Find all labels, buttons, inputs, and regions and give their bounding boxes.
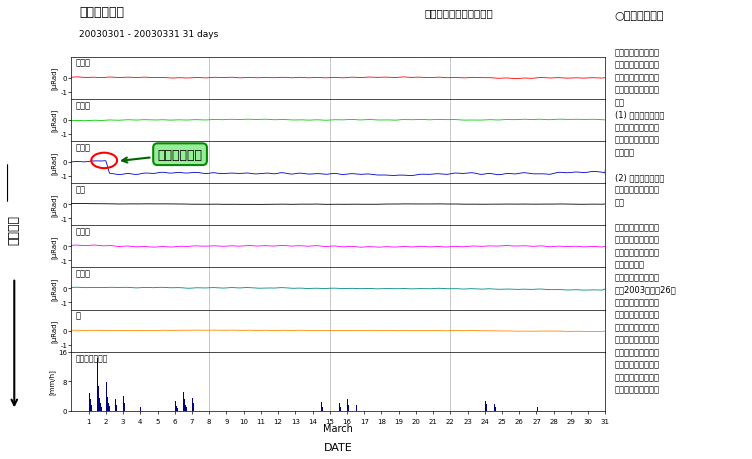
Text: 湖　尻: 湖 尻 (76, 143, 91, 152)
Y-axis label: [μRad]: [μRad] (50, 67, 57, 90)
Y-axis label: [μRad]: [μRad] (50, 193, 57, 216)
Text: 駒ヶ岳: 駒ヶ岳 (76, 101, 91, 110)
Y-axis label: [μRad]: [μRad] (50, 109, 57, 132)
Y-axis label: [mm/h]: [mm/h] (49, 369, 56, 394)
Text: 湊　本　雨　量: 湊 本 雨 量 (76, 354, 108, 363)
Text: 寄: 寄 (76, 311, 80, 320)
Y-axis label: [μRad]: [μRad] (50, 319, 57, 342)
Text: 20030301 - 20030331 31 days: 20030301 - 20030331 31 days (79, 30, 218, 39)
Text: 神奈川県温泉地学研究所: 神奈川県温泉地学研究所 (425, 8, 493, 18)
Text: 塔の峰: 塔の峰 (76, 269, 91, 278)
Text: 岩　倉: 岩 倉 (76, 59, 91, 67)
Text: 傾斜ステップ: 傾斜ステップ (122, 148, 202, 163)
Text: 裾　野: 裾 野 (76, 227, 91, 236)
Y-axis label: [μRad]: [μRad] (50, 235, 57, 258)
Y-axis label: [μRad]: [μRad] (50, 151, 57, 174)
Text: DATE: DATE (324, 442, 353, 452)
Text: 小塚: 小塚 (76, 185, 86, 194)
Text: 傾斜計には、ときど
き階段状のステップ
が記録されることが
ある。この原因とし
て、
(1) 有感地震による
センサー部への衝撃
やセンサー部の機械
的なズレ
: 傾斜計には、ときど き階段状のステップ が記録されることが ある。この原因とし … (615, 48, 677, 394)
Text: March: March (323, 424, 353, 433)
Y-axis label: [μRad]: [μRad] (50, 277, 57, 300)
Text: 傾斜東西成分: 傾斜東西成分 (79, 6, 124, 19)
Text: 西下がり: 西下がり (7, 214, 20, 245)
Text: ○傾斜ステップ: ○傾斜ステップ (615, 11, 664, 22)
